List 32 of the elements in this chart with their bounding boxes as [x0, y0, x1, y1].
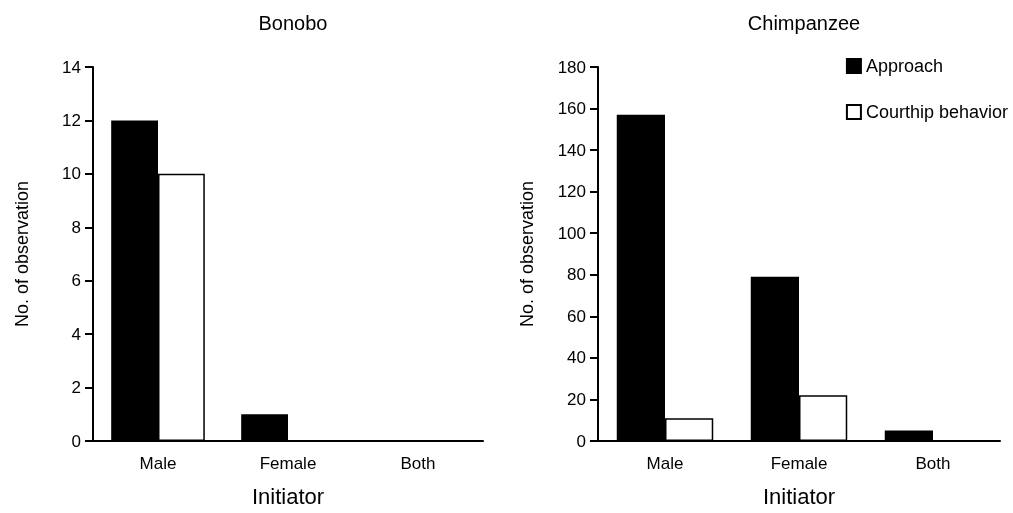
x-tick-label: Male: [646, 454, 684, 473]
x-tick-label: Female: [770, 454, 828, 473]
y-tick-label: 40: [567, 348, 586, 368]
y-tick-label: 6: [71, 271, 81, 291]
y-tick-label: 180: [557, 57, 586, 77]
y-tick-label: 60: [567, 306, 586, 326]
y-tick-label: 4: [71, 324, 81, 344]
x-tick-label: Male: [139, 454, 177, 473]
y-tick-label: 80: [567, 265, 586, 285]
y-tick-label: 0: [71, 431, 81, 451]
x-tick-label: Female: [259, 454, 317, 473]
chart-title: Bonobo: [258, 12, 328, 34]
y-tick-label: 12: [62, 110, 81, 130]
y-axis-title: No. of observation: [12, 180, 32, 328]
chart-title: Chimpanzee: [747, 12, 861, 34]
x-tick-label: Both: [400, 454, 436, 473]
y-tick-label: 14: [62, 57, 81, 77]
x-axis-title: Initiator: [762, 483, 836, 509]
y-tick-label: 20: [567, 389, 586, 409]
y-tick-label: 0: [576, 431, 586, 451]
y-tick-label: 2: [71, 378, 81, 398]
y-tick-label: 100: [557, 223, 586, 243]
y-tick-label: 8: [71, 217, 81, 237]
y-axis-title: No. of observation: [517, 180, 537, 328]
x-axis-title: Initiator: [251, 483, 325, 509]
legend-label: Approach: [865, 56, 943, 76]
y-tick-label: 140: [557, 140, 586, 160]
y-tick-label: 10: [62, 164, 81, 184]
y-tick-label: 120: [557, 182, 586, 202]
x-tick-label: Both: [915, 454, 951, 473]
legend-label: Courthip behavior: [865, 102, 1009, 122]
y-tick-label: 160: [557, 99, 586, 119]
